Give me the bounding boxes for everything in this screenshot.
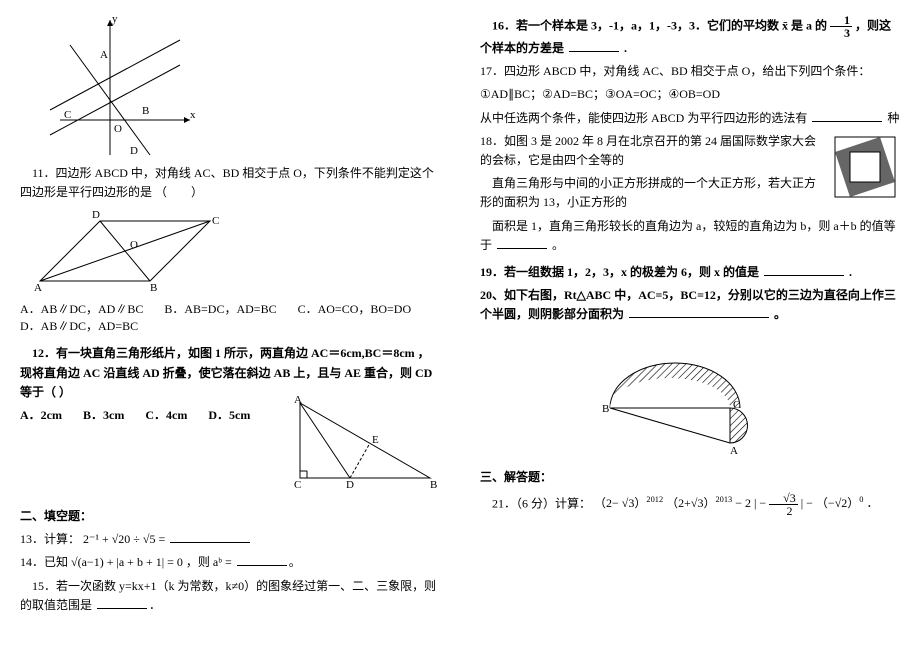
section-3-title: 三、解答题：: [480, 468, 900, 487]
q17-l1: 17．四边形 ABCD 中，对角线 AC、BD 相交于点 O，给出下列四个条件：: [480, 62, 900, 81]
q17-l3: 从中任选两个条件，能使四边形 ABCD 为平行四边形的选法有 种: [480, 109, 900, 128]
q12-E: E: [372, 434, 379, 446]
q19: 19．若一组数据 1，2，3，x 的极差为 6，则 x 的值是 .: [480, 263, 900, 282]
q11-D: D: [92, 209, 100, 221]
q11-choices: A．AB∥DC，AD∥BC B．AB=DC，AD=BC C．AO=CO，BO=D…: [20, 300, 440, 334]
q16-end: .: [624, 41, 627, 55]
q11-B: B: [150, 282, 157, 294]
q12-D: D: [346, 479, 354, 491]
q11-choice-B: B．AB=DC，AD=BC: [164, 300, 276, 317]
q12-choice-A: A．2cm: [20, 406, 62, 423]
q11-choice-A: A．AB∥DC，AD∥BC: [20, 300, 143, 317]
q11-choice-D: D．AB∥DC，AD=BC: [20, 317, 138, 334]
q16-blank: [569, 39, 619, 52]
q12-B: B: [430, 479, 437, 491]
axis-y-label: y: [112, 13, 118, 25]
q13-expr: 2⁻¹ + √20 ÷ √5 =: [83, 532, 165, 546]
q21-expr: （2− √3）2012 （2+√3）2013 − 2 | − √3 2 | − …: [594, 496, 878, 510]
q12-choice-C: C．4cm: [145, 406, 187, 423]
q12-triangle: A B C D E: [280, 393, 440, 493]
page-root: y x O A B C D 11．四边形 ABCD 中，对角线 AC、BD 相交…: [0, 0, 920, 650]
q20-semicircles: B C A: [580, 328, 780, 458]
q18-l3-after: 。: [552, 238, 564, 252]
q21-e3: 0: [859, 495, 863, 504]
q14-before: 14．已知: [20, 555, 68, 569]
q11-C: C: [212, 215, 219, 227]
q20: 20、如下右图，Rt△ABC 中，AC=5，BC=12，分别以它的三边为直径向上…: [480, 286, 900, 324]
q17-l3-after: 种: [887, 111, 899, 125]
q14-mid: ，则: [186, 555, 213, 569]
q16-frac: 1 3: [830, 14, 852, 39]
origin-label: O: [114, 123, 122, 135]
axis-x-label: x: [190, 109, 196, 121]
q15: 15．若一次函数 y=kx+1（k 为常数，k≠0）的图象经过第一、二、三象限，…: [20, 577, 440, 615]
q12-C: C: [294, 479, 301, 491]
q11-parallelogram: A B C D O: [30, 206, 220, 296]
q12-A: A: [294, 394, 302, 406]
q21-p5: ．: [866, 496, 878, 510]
q17-blank: [812, 109, 882, 122]
q12-choice-D: D．5cm: [208, 406, 250, 423]
q11-stem: 11．四边形 ABCD 中，对角线 AC、BD 相交于点 O，下列条件不能判定这…: [20, 164, 440, 202]
q17-l2: ①AD∥BC；②AD=BC；③OA=OC；④OB=OD: [480, 85, 900, 104]
q14: 14．已知 √(a−1) + |a + b + 1| = 0 ，则 aᵇ = 。: [20, 553, 440, 572]
q18-pinwheel: [830, 132, 900, 202]
q20-B: B: [602, 403, 609, 415]
q19-before: 19．若一组数据 1，2，3，x 的极差为 6，则 x 的值是: [480, 265, 759, 279]
q11-O: O: [130, 239, 138, 251]
pt-D: D: [130, 145, 138, 157]
q21: 21．（6 分）计算： （2− √3）2012 （2+√3）2013 − 2 |…: [480, 492, 900, 517]
q12-choice-B: B．3cm: [83, 406, 124, 423]
q13-before: 13．计算：: [20, 532, 80, 546]
pt-B: B: [142, 105, 149, 117]
q21-e2: 2013: [715, 495, 732, 504]
q11-choice-C: C．AO=CO，BO=DO: [298, 300, 412, 317]
q20-after: 。: [774, 307, 786, 321]
q21-fnum: √3: [769, 492, 798, 505]
q21-p3: − 2 | −: [735, 496, 766, 510]
q20-A: A: [730, 445, 738, 457]
q13-blank: [170, 530, 250, 543]
q15-blank: [97, 596, 147, 609]
q14-after: =: [225, 555, 235, 569]
q14-blank: [237, 553, 287, 566]
pt-A: A: [100, 49, 108, 61]
q21-p1: （2− √3）: [594, 496, 646, 510]
right-column: 16．若一个样本是 3，-1，a，1，-3，3．它们的平均数 x̄ 是 a 的 …: [460, 0, 920, 650]
q16-den: 3: [830, 27, 852, 39]
q14-expr2: aᵇ: [213, 555, 222, 569]
left-column: y x O A B C D 11．四边形 ABCD 中，对角线 AC、BD 相交…: [0, 0, 460, 650]
q21-p2: （2+√3）: [666, 496, 715, 510]
q19-blank: [764, 263, 844, 276]
q13: 13．计算： 2⁻¹ + √20 ÷ √5 =: [20, 530, 440, 549]
q20-C: C: [733, 399, 740, 411]
q21-prefix: 21．（6 分）计算：: [492, 496, 591, 510]
q18-l3: 面积是 1，直角三角形较长的直角边为 a，较短的直角边为 b，则 a＋b 的值等…: [480, 217, 900, 255]
q21-e1: 2012: [646, 495, 663, 504]
pt-C: C: [64, 109, 71, 121]
axes-figure: y x O A B C D: [40, 10, 200, 160]
section-2-title: 二、填空题：: [20, 507, 440, 526]
q11-A: A: [34, 282, 42, 294]
q20-blank: [629, 305, 769, 318]
q15-text: 15．若一次函数 y=kx+1（k 为常数，k≠0）的图象经过第一、二、三象限，…: [20, 579, 436, 612]
q21-fden: 2: [769, 505, 798, 517]
q17-l3-before: 从中任选两个条件，能使四边形 ABCD 为平行四边形的选法有: [480, 111, 807, 125]
q16-text: 16．若一个样本是 3，-1，a，1，-3，3．它们的平均数 x̄ 是 a 的: [492, 18, 827, 32]
q14-expr: √(a−1) + |a + b + 1| = 0: [71, 555, 183, 569]
q18-blank: [497, 236, 547, 249]
q16: 16．若一个样本是 3，-1，a，1，-3，3．它们的平均数 x̄ 是 a 的 …: [480, 14, 900, 58]
q19-after: .: [849, 265, 852, 279]
q21-p4: | − （−√2）: [801, 496, 860, 510]
